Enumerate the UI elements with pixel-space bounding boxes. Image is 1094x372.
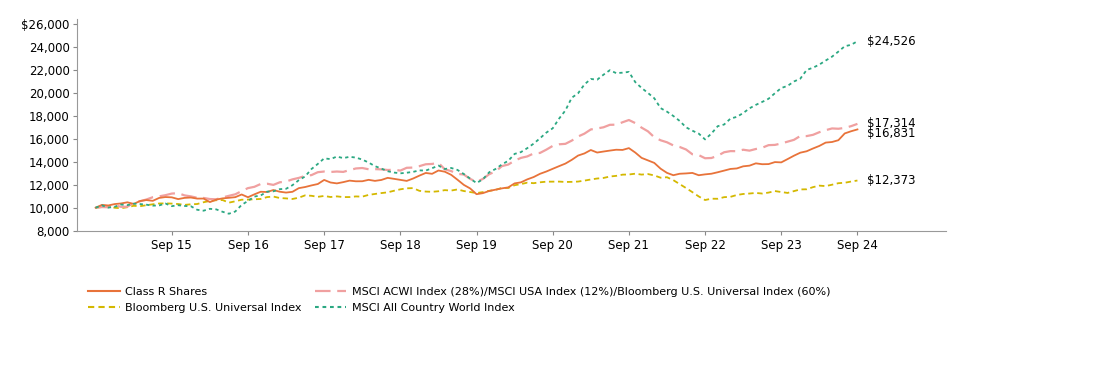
Legend: Class R Shares, Bloomberg U.S. Universal Index, MSCI ACWI Index (28%)/MSCI USA I: Class R Shares, Bloomberg U.S. Universal… — [84, 283, 835, 317]
Text: $12,373: $12,373 — [866, 174, 916, 187]
Text: $16,831: $16,831 — [866, 127, 916, 140]
Text: $17,314: $17,314 — [866, 118, 916, 131]
Text: $24,526: $24,526 — [866, 35, 916, 48]
